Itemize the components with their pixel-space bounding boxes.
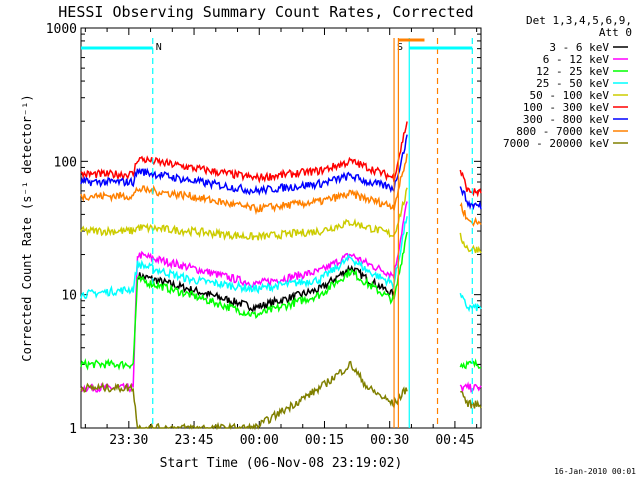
series-4 [80, 216, 482, 313]
series-line [80, 187, 482, 254]
series-line [80, 216, 482, 313]
marker-label: S [397, 42, 403, 53]
x-tick-label: 00:30 [370, 433, 409, 448]
legend-label: 300 - 800 keV [523, 113, 609, 126]
x-tick-label: 23:45 [174, 433, 213, 448]
x-tick-label: 00:00 [240, 433, 279, 448]
series-3 [80, 231, 482, 371]
series-9 [80, 360, 482, 431]
marker-label: N [156, 42, 162, 53]
series-line [80, 231, 482, 371]
legend-header-line-2: Att 0 [599, 26, 632, 39]
x-tick-label: 00:15 [305, 433, 344, 448]
series-2 [80, 201, 482, 394]
series-5 [80, 187, 482, 254]
legend-label: 12 - 25 keV [536, 65, 609, 78]
series-line [80, 360, 482, 431]
x-tick-label: 23:30 [109, 433, 148, 448]
y-tick-label: 1000 [46, 22, 77, 37]
legend-label: 7000 - 20000 keV [503, 137, 609, 150]
y-tick-label: 1 [69, 422, 77, 437]
legend-header-line-1: Det 1,3,4,5,6,9, [526, 14, 632, 27]
series-6 [80, 121, 482, 198]
legend-label: 100 - 300 keV [523, 101, 609, 114]
legend-label: 50 - 100 keV [530, 89, 610, 102]
legend-label: 3 - 6 keV [549, 41, 609, 54]
series-line [80, 134, 482, 211]
series-line [137, 264, 395, 313]
series-8 [80, 153, 482, 227]
plot-area: 1 10 100 1000 23:30 23:45 00:00 00:15 00:30 00:45… [46, 22, 482, 448]
y-tick-label: 100 [54, 155, 77, 170]
y-axis-label: Corrected Count Rate (s⁻¹ detector⁻¹) [20, 94, 34, 361]
chart-title: HESSI Observing Summary Count Rates, Cor… [58, 3, 473, 21]
x-axis-label: Start Time (06-Nov-08 23:19:02) [160, 456, 403, 471]
series-line [80, 121, 482, 198]
series-7 [80, 134, 482, 211]
series-1 [137, 264, 395, 313]
legend-label: 25 - 50 keV [536, 77, 609, 90]
x-tick-label: 00:45 [435, 433, 474, 448]
legend-label: 800 - 7000 keV [516, 125, 609, 138]
legend-label: 6 - 12 keV [543, 53, 610, 66]
date-stamp: 16-Jan-2010 00:01 [554, 467, 636, 476]
series-line [80, 201, 482, 394]
series-line [80, 153, 482, 227]
y-tick-label: 10 [61, 289, 77, 304]
